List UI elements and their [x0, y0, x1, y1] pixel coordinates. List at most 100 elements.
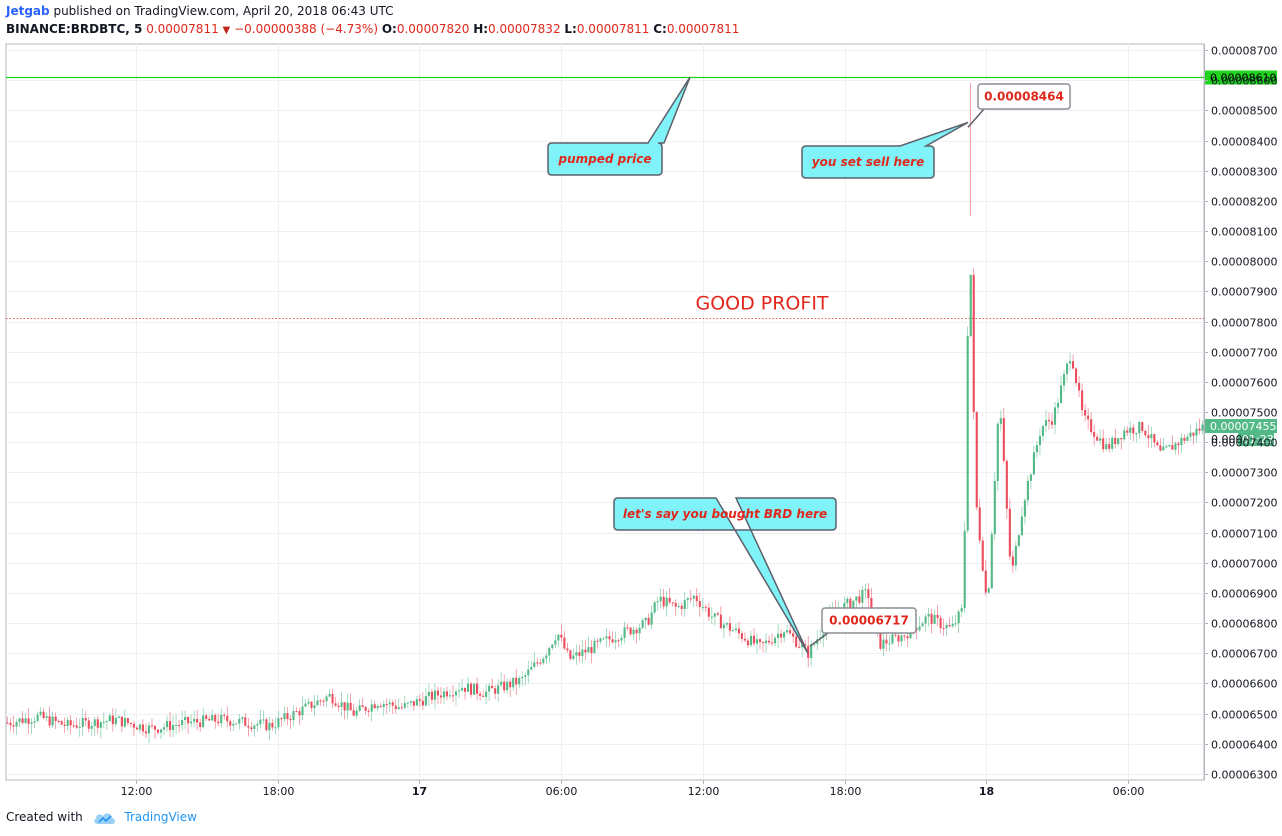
candle-body — [448, 695, 452, 697]
sell-price-label[interactable]: 0.00008464 — [967, 83, 1071, 128]
candle-body — [617, 640, 620, 642]
candle-body — [1195, 428, 1198, 436]
candle-body — [153, 725, 157, 730]
candle-body — [1117, 438, 1120, 444]
sell-here-callout-text: you set sell here — [812, 155, 924, 169]
candle-body — [247, 725, 250, 728]
candle-body — [129, 722, 132, 724]
candle-body — [680, 605, 683, 610]
candle-body — [888, 643, 891, 645]
candle-body — [126, 718, 129, 723]
candle-body — [1008, 508, 1011, 557]
candle-body — [987, 588, 990, 593]
candle-body — [861, 590, 864, 603]
author-name[interactable]: Jetgab — [6, 4, 50, 18]
candle-body — [304, 703, 307, 707]
current-price-label: 0.00007455 — [1210, 420, 1276, 433]
y-tick-label: 0.00007600 — [1211, 377, 1277, 390]
candle-body — [1108, 444, 1111, 449]
candle-body — [307, 701, 310, 704]
candle-body — [566, 648, 569, 651]
candle-body — [1072, 361, 1075, 369]
candle-body — [1153, 434, 1156, 443]
candle-body — [864, 589, 867, 591]
candle-body — [1053, 407, 1057, 425]
y-tick-label: 0.00008500 — [1211, 105, 1277, 118]
x-tick-label: 17 — [412, 785, 427, 798]
candle-body — [39, 711, 42, 715]
y-tick-label: 0.00007500 — [1211, 407, 1277, 420]
candle-body — [993, 481, 996, 535]
candle-body — [1041, 425, 1045, 436]
candle-body — [774, 637, 777, 644]
candle-body — [701, 606, 704, 608]
candle-body — [1156, 442, 1159, 446]
candle-body — [494, 688, 497, 694]
candle-body — [882, 639, 885, 649]
candle-body — [223, 714, 226, 716]
candle-body — [810, 644, 813, 659]
pumped-price-callout[interactable]: pumped price — [547, 76, 691, 176]
current-price-badge — [1205, 419, 1277, 433]
candle-body — [1171, 444, 1174, 450]
candle-body — [945, 625, 948, 629]
candle-body — [349, 702, 352, 711]
y-tick-label: 0.00007200 — [1211, 497, 1277, 510]
candle-body — [602, 638, 605, 640]
candle-body — [445, 691, 449, 697]
candle-body — [545, 655, 548, 659]
candle-body — [761, 642, 765, 644]
candle-body — [584, 649, 587, 653]
candle-body — [460, 687, 464, 691]
candle-body — [611, 639, 614, 643]
candle-body — [605, 636, 608, 639]
x-tick-label: 06:00 — [546, 785, 578, 798]
candle-body — [280, 718, 283, 720]
candle-body — [457, 690, 461, 692]
candle-body — [138, 724, 142, 730]
candle-body — [957, 611, 960, 624]
candle-body — [400, 707, 403, 709]
price-axis[interactable]: 0.00006300 0.00006400 0.00006500 0.00006600… — [1204, 45, 1277, 782]
time-axis[interactable]: 12:00 18:00 17 06:00 12:00 18:00 18 06:00 — [121, 780, 1145, 798]
candle-body — [229, 721, 232, 726]
sell-here-callout[interactable]: you set sell here — [801, 121, 969, 179]
y-tick-label: 0.00008300 — [1211, 166, 1277, 179]
bought-here-callout[interactable]: let's say you bought BRD here — [613, 497, 837, 654]
close-value: 0.00007811 — [666, 22, 740, 36]
candle-body — [105, 721, 108, 723]
candle-body — [72, 725, 75, 727]
candle-body — [415, 699, 418, 706]
candle-body — [906, 636, 909, 639]
buy-price-label[interactable]: 0.00006717 — [809, 607, 917, 647]
candle-body — [858, 596, 861, 603]
candle-body — [614, 640, 617, 643]
candle-body — [716, 613, 719, 615]
candle-body — [196, 719, 199, 723]
candle-body — [777, 633, 780, 638]
candle-body — [533, 662, 536, 667]
candle-body — [451, 695, 455, 697]
candle-body — [704, 606, 707, 608]
candle-body — [795, 636, 798, 647]
candle-body — [361, 705, 364, 708]
candle-body — [364, 707, 367, 711]
candle-body — [430, 691, 433, 700]
y-tick-label: 0.00007700 — [1211, 347, 1277, 360]
candle-body — [780, 633, 783, 638]
candle-body — [749, 635, 753, 646]
bought-here-callout-shape — [613, 497, 837, 654]
level-price-badge — [1205, 70, 1277, 85]
candle-body — [593, 640, 596, 653]
candle-body — [855, 596, 858, 601]
candle-body — [1102, 438, 1105, 450]
candle-body — [334, 703, 337, 706]
y-tick-label: 0.00006400 — [1211, 739, 1277, 752]
candle-body — [668, 597, 671, 603]
tradingview-brand[interactable]: TradingView — [124, 810, 197, 824]
candle-body — [641, 620, 644, 628]
candle-body — [542, 658, 545, 664]
candle-body — [63, 724, 66, 726]
candle-body — [758, 639, 762, 643]
